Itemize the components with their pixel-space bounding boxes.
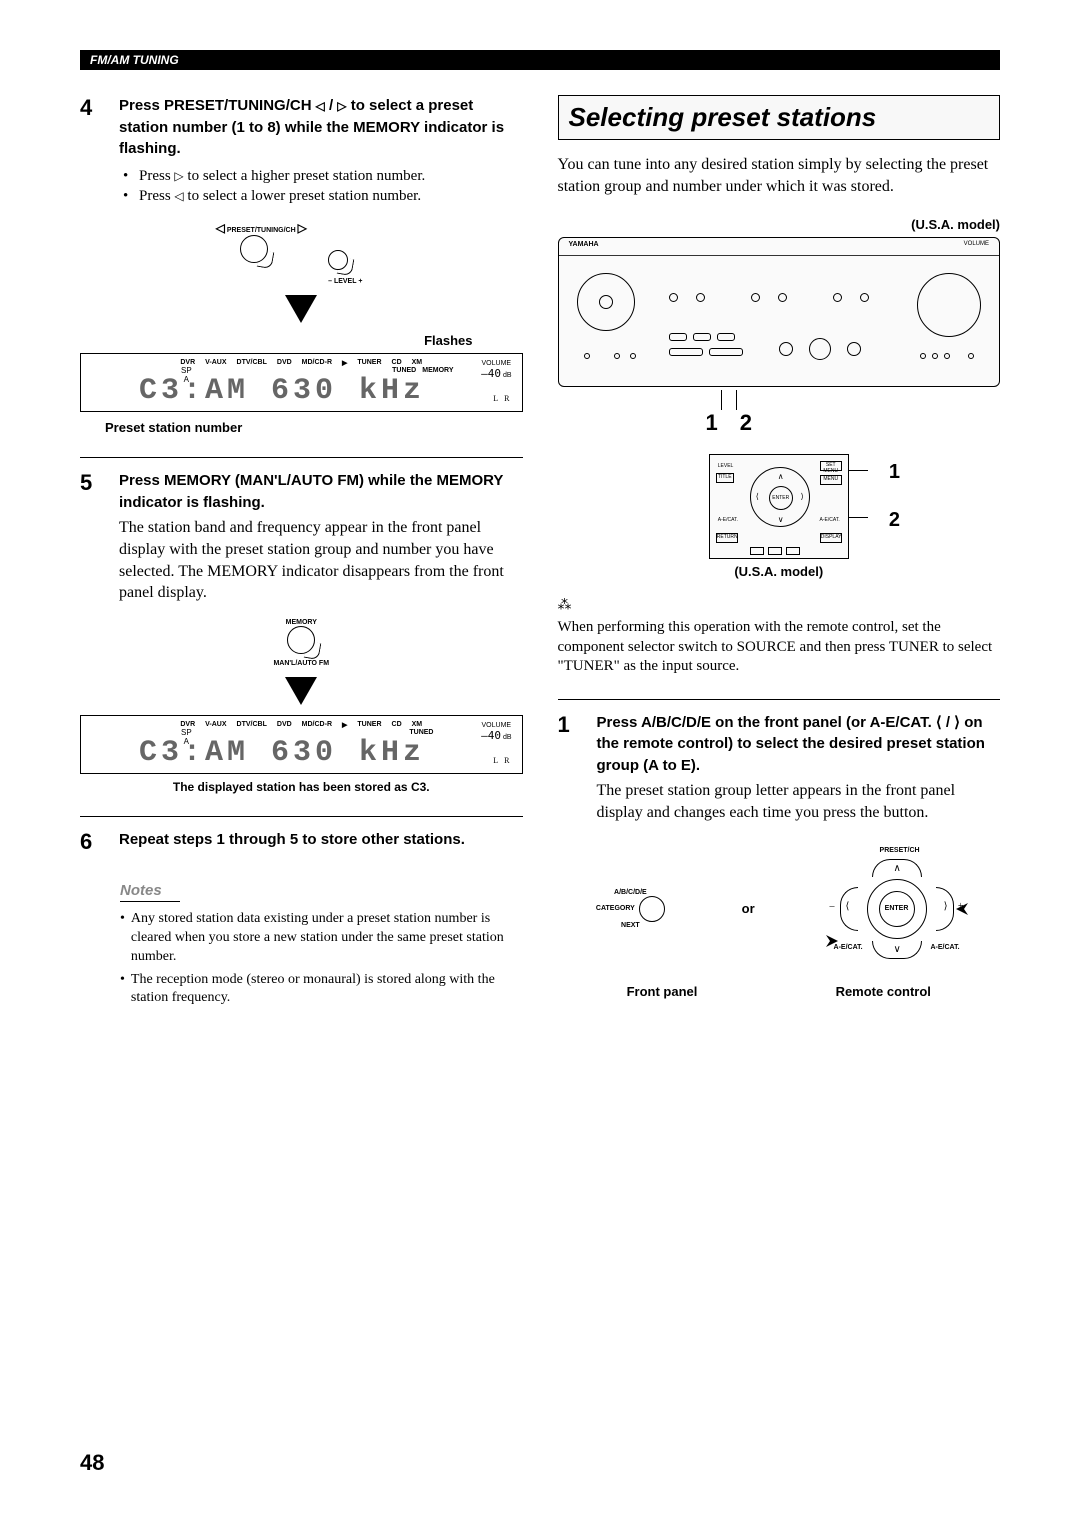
preset-tuning-knob-icon bbox=[240, 235, 268, 263]
model-label-center: (U.S.A. model) bbox=[558, 564, 1001, 579]
lcd-display-2: DVRV-AUXDTV/CBLDVDMD/CD-R▶TUNERCDXM TUNE… bbox=[80, 715, 523, 774]
section-heading: Selecting preset stations bbox=[569, 102, 990, 133]
step-4-title-a: Press PRESET/TUNING/CH bbox=[119, 97, 312, 114]
step-4: 4 Press PRESET/TUNING/CH ◁ / ▷ to select… bbox=[80, 95, 523, 206]
receiver-left-knob bbox=[577, 273, 635, 331]
intro-text: You can tune into any desired station si… bbox=[558, 154, 1001, 197]
step-5: 5 Press MEMORY (MAN'L/AUTO FM) while the… bbox=[80, 470, 523, 604]
right-step-1-body: The preset station group letter appears … bbox=[597, 780, 1001, 823]
pointer-arrow-icon bbox=[820, 931, 840, 951]
remote-marker-1: 1 bbox=[889, 461, 900, 484]
or-text: or bbox=[742, 901, 755, 916]
section-heading-box: Selecting preset stations bbox=[558, 95, 1001, 140]
pointer-arrow-icon bbox=[954, 899, 974, 919]
lcd-main-text-1: C3:AM 630 kHz bbox=[89, 374, 514, 408]
right-column: Selecting preset stations You can tune i… bbox=[558, 95, 1001, 1012]
step-4-bullet-1: • Press ▷ to select a higher preset stat… bbox=[123, 166, 523, 186]
controls-diagram: A/B/C/D/E CATEGORY NEXT or PRESET/CH ENT… bbox=[558, 849, 1001, 969]
step-4-bullet-2: • Press ◁ to select a lower preset stati… bbox=[123, 186, 523, 206]
arrow-down-icon bbox=[285, 295, 317, 323]
step-5-diagram: MEMORY MAN'L/AUTO FM DVRV-AUXDTV/CBLDVDM… bbox=[80, 619, 523, 794]
step-5-number: 5 bbox=[80, 470, 104, 604]
tip-icon: ⁂ bbox=[558, 597, 1001, 614]
flashes-label: Flashes bbox=[80, 333, 523, 348]
remote-diagram: LEVEL TITLE SET MENU MENU ENTER ∧ ∨ ⟨ ⟩ … bbox=[709, 454, 849, 559]
divider bbox=[80, 816, 523, 817]
tip-text: When performing this operation with the … bbox=[558, 618, 1001, 677]
right-step-1-title-a: Press A/B/C/D/E on the front panel (or A… bbox=[597, 714, 932, 731]
page-number: 48 bbox=[80, 1450, 104, 1476]
lcd-display-1: DVRV-AUXDTV/CBLDVDMD/CD-R▶TUNERCDXM TUNE… bbox=[80, 353, 523, 412]
divider bbox=[80, 457, 523, 458]
preset-station-label: Preset station number bbox=[80, 420, 523, 435]
lcd-main-text-2: C3:AM 630 kHz bbox=[89, 736, 514, 770]
step-6-number: 6 bbox=[80, 829, 104, 855]
step-6-title: Repeat steps 1 through 5 to store other … bbox=[119, 831, 465, 848]
remote-control-label: Remote control bbox=[836, 984, 931, 999]
model-label-top: (U.S.A. model) bbox=[558, 217, 1001, 232]
right-step-1: 1 Press A/B/C/D/E on the front panel (or… bbox=[558, 712, 1001, 824]
step-4-diagram: ◁ PRESET/TUNING/CH ▷ – LEVEL + Flashes D… bbox=[80, 221, 523, 435]
receiver-marker-2: 2 bbox=[740, 410, 752, 436]
note-1: •Any stored station data existing under … bbox=[120, 910, 523, 967]
front-panel-knob-icon bbox=[639, 896, 665, 922]
arrow-down-icon bbox=[285, 677, 317, 705]
step-4-number: 4 bbox=[80, 95, 104, 206]
step-6: 6 Repeat steps 1 through 5 to store othe… bbox=[80, 829, 523, 855]
step-5-title: Press MEMORY (MAN'L/AUTO FM) while the M… bbox=[119, 472, 503, 511]
dpad-icon: PRESET/CH ENTER ∧ ∨ ⟨ ⟩ – + A-E/CAT. A-E… bbox=[832, 849, 962, 969]
left-column: 4 Press PRESET/TUNING/CH ◁ / ▷ to select… bbox=[80, 95, 523, 1012]
step-5-body: The station band and frequency appear in… bbox=[119, 517, 523, 603]
receiver-right-knob bbox=[917, 273, 981, 337]
remote-marker-2: 2 bbox=[889, 509, 900, 532]
front-panel-label: Front panel bbox=[627, 984, 698, 999]
right-step-1-number: 1 bbox=[558, 712, 582, 824]
memory-knob-icon bbox=[287, 626, 315, 654]
stored-label: The displayed station has been stored as… bbox=[80, 780, 523, 794]
divider bbox=[558, 699, 1001, 700]
note-2: •The reception mode (stereo or monaural)… bbox=[120, 971, 523, 1009]
level-knob-icon bbox=[328, 250, 348, 270]
receiver-marker-1: 1 bbox=[706, 410, 718, 436]
notes-header: Notes bbox=[120, 882, 180, 902]
header-bar: FM/AM TUNING bbox=[80, 50, 1000, 70]
receiver-diagram: YAMAHA VOLUME bbox=[558, 237, 1001, 387]
